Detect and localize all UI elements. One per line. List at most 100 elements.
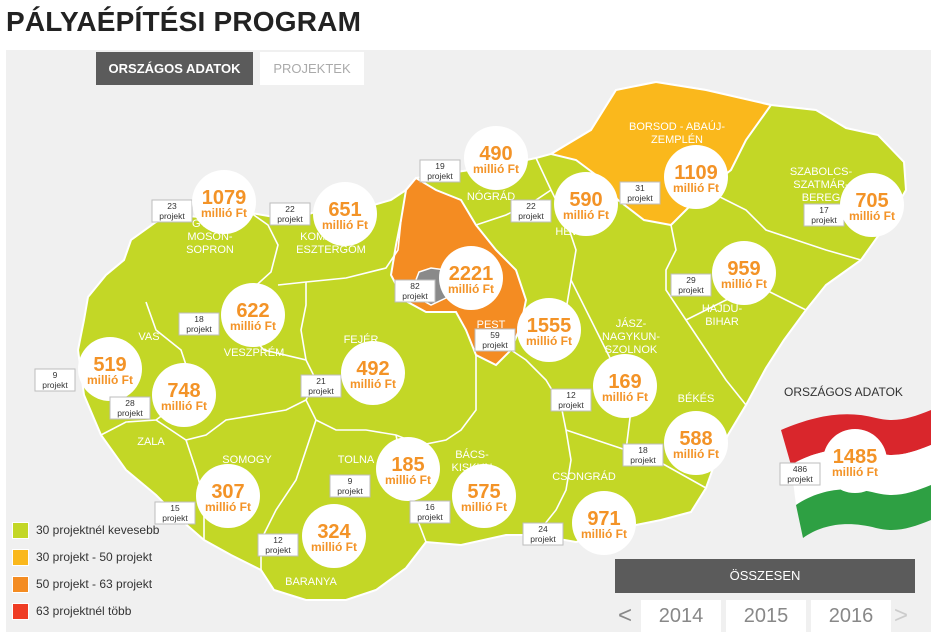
county-border xyxy=(705,189,862,261)
project-count: 12 projekt xyxy=(558,390,584,410)
legend-label: 30 projekt - 50 projekt xyxy=(36,550,153,564)
county-amount: 490 xyxy=(479,143,512,165)
value-circle xyxy=(572,491,636,555)
legend-label: 63 projektnél több xyxy=(36,604,132,618)
project-count: 23 projekt xyxy=(159,201,185,221)
legend-swatch xyxy=(12,549,29,566)
project-count-box xyxy=(619,181,661,205)
project-count: 31 projekt xyxy=(627,183,653,203)
tab-projects[interactable]: PROJEKTEK xyxy=(260,52,364,85)
project-count-box xyxy=(622,443,664,467)
project-count-box xyxy=(178,312,220,336)
county-unit: millió Ft xyxy=(385,473,431,487)
year-2015-button[interactable]: 2015 xyxy=(726,600,806,632)
hungary-map: GYŐR-MOSON-SOPRONKOMÁROM-ESZTERGOMNÓGRÁD… xyxy=(34,80,931,601)
project-count-box xyxy=(550,388,592,412)
value-circle xyxy=(840,173,904,237)
county-border xyxy=(277,219,402,286)
value-circle xyxy=(554,172,618,236)
county-unit: millió Ft xyxy=(230,319,276,333)
county-unit: millió Ft xyxy=(673,447,719,461)
county-amount: 748 xyxy=(167,380,200,402)
national-amount: 1485 xyxy=(833,446,878,468)
project-count-box xyxy=(300,374,342,398)
value-circle xyxy=(341,341,405,405)
county-amount: 307 xyxy=(211,481,244,503)
county-border xyxy=(155,304,317,441)
county-unit: millió Ft xyxy=(721,277,767,291)
project-count-box xyxy=(151,199,193,223)
value-circle xyxy=(712,241,776,305)
national-data-title: ORSZÁGOS ADATOK xyxy=(784,385,903,399)
county-unit: millió Ft xyxy=(461,500,507,514)
map-panel: GYŐR-MOSON-SOPRONKOMÁROM-ESZTERGOMNÓGRÁD… xyxy=(6,50,931,632)
project-count: 17 projekt xyxy=(811,205,837,225)
county-amount: 1079 xyxy=(202,187,247,209)
year-2016-button[interactable]: 2016 xyxy=(811,600,891,632)
project-count: 59 projekt xyxy=(482,330,508,350)
project-count-box xyxy=(329,474,371,498)
year-2014-button[interactable]: 2014 xyxy=(641,600,721,632)
county-label: VAS xyxy=(138,331,159,343)
year-prev-arrow[interactable]: < xyxy=(618,602,633,629)
county-amount: 588 xyxy=(679,428,712,450)
project-count: 18 projekt xyxy=(186,314,212,334)
county-unit: millió Ft xyxy=(350,377,396,391)
project-count: 19 projekt xyxy=(427,161,453,181)
year-next-arrow[interactable]: > xyxy=(894,602,909,629)
project-count: 22 projekt xyxy=(518,201,544,221)
county-unit: millió Ft xyxy=(201,206,247,220)
county-amount: 324 xyxy=(317,521,351,543)
county-label: SOMOGY xyxy=(222,454,272,466)
total-button[interactable]: ÖSSZESEN xyxy=(615,559,915,593)
county-amount: 2221 xyxy=(449,263,494,285)
national-unit: millió Ft xyxy=(832,465,878,479)
county-label: BÉKÉS xyxy=(678,392,715,405)
county-amount: 1109 xyxy=(674,162,717,184)
county-unit: millió Ft xyxy=(161,399,207,413)
project-count-box xyxy=(510,199,552,223)
legend-label: 50 projekt - 63 projekt xyxy=(36,577,153,591)
county-unit: millió Ft xyxy=(581,527,627,541)
county-amount: 705 xyxy=(855,190,888,212)
value-circle xyxy=(313,182,377,246)
tab-national-data[interactable]: ORSZÁGOS ADATOK xyxy=(96,52,253,85)
project-count: 28 projekt xyxy=(117,398,143,418)
county-amount: 169 xyxy=(608,371,641,393)
project-count-box xyxy=(34,368,76,392)
county-amount: 492 xyxy=(356,358,389,380)
value-circle xyxy=(664,145,728,209)
flag-green-stripe xyxy=(796,485,931,538)
project-count-box xyxy=(522,522,564,546)
county-unit: millió Ft xyxy=(322,218,368,232)
county-label: HAJDÚ-BIHAR xyxy=(702,302,743,328)
county-unit: millió Ft xyxy=(448,282,494,296)
value-circle xyxy=(376,437,440,501)
project-count-box xyxy=(154,501,196,525)
project-count: 9 projekt xyxy=(42,370,68,390)
county-unit: millió Ft xyxy=(205,500,251,514)
county-label: NÓGRÁD xyxy=(467,190,515,203)
